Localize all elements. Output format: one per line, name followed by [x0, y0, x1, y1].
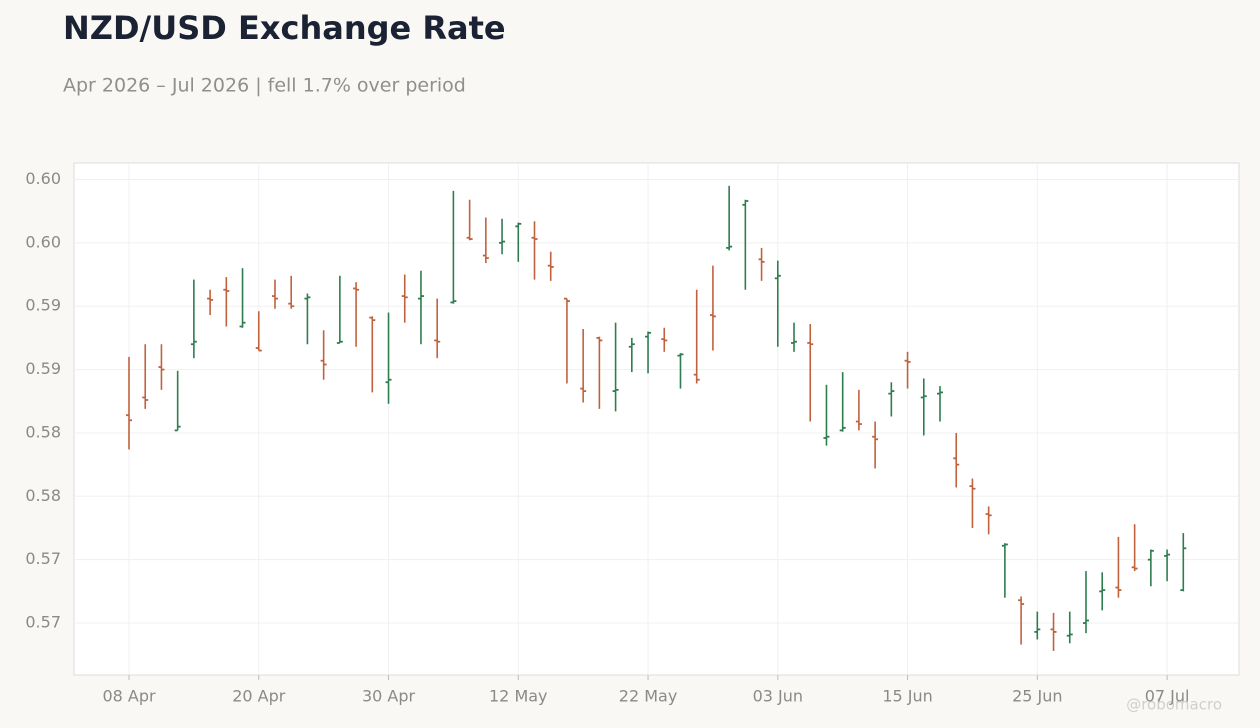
x-tick-label: 03 Jun — [753, 687, 803, 706]
x-tick-label: 07 Jul — [1145, 687, 1190, 706]
y-tick-label: 0.59 — [25, 296, 61, 315]
y-tick-label: 0.60 — [25, 232, 61, 251]
x-tick-label: 25 Jun — [1012, 687, 1062, 706]
y-tick-label: 0.57 — [25, 613, 61, 632]
chart-subtitle: Apr 2026 – Jul 2026 | fell 1.7% over per… — [63, 75, 466, 97]
y-tick-label: 0.58 — [25, 422, 61, 441]
y-tick-label: 0.57 — [25, 549, 61, 568]
x-tick-label: 15 Jun — [882, 687, 932, 706]
x-tick-label: 22 May — [619, 687, 678, 706]
y-tick-label: 0.59 — [25, 359, 61, 378]
x-tick-label: 20 Apr — [232, 687, 286, 706]
chart-title: NZD/USD Exchange Rate — [63, 9, 506, 47]
watermark: @robomacro — [1126, 696, 1222, 714]
y-tick-label: 0.60 — [25, 169, 61, 188]
x-tick-label: 08 Apr — [102, 687, 156, 706]
x-tick-label: 12 May — [489, 687, 548, 706]
plot-area — [73, 162, 1240, 676]
x-tick-label: 30 Apr — [362, 687, 416, 706]
y-tick-label: 0.58 — [25, 486, 61, 505]
